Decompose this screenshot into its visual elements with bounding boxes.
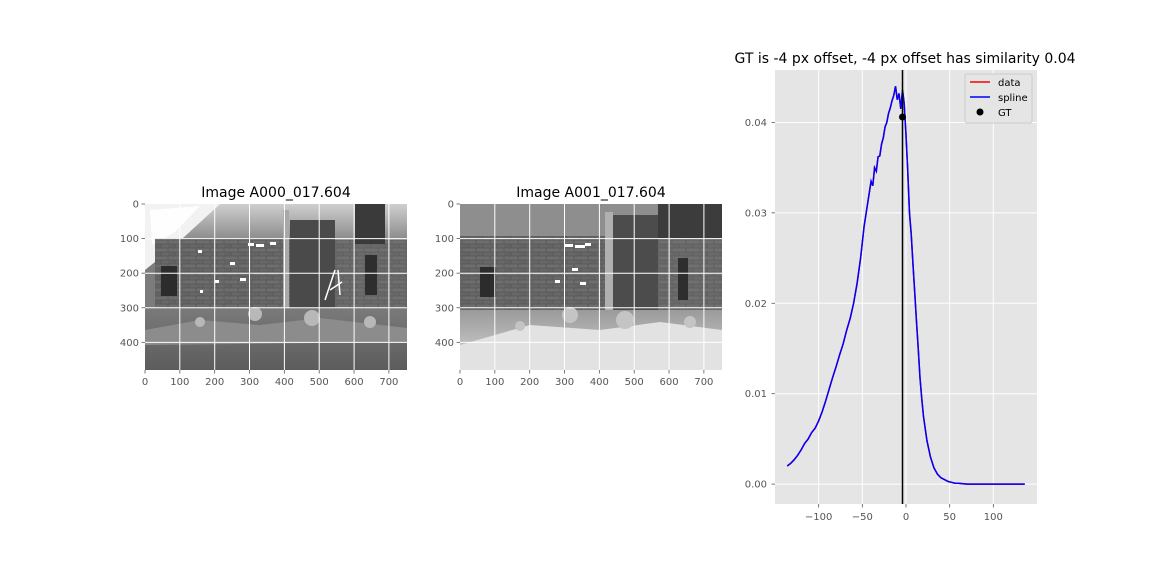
photo-a000 <box>145 204 407 370</box>
panel-title-a001: Image A001_017.604 <box>516 185 666 201</box>
plot-ticks: −100 −50 0 50 100 0.00 0.01 0.02 0.03 0.04 <box>745 118 1003 523</box>
plot-lines <box>786 70 1025 504</box>
axes-a001: 0 100 200 300 400 500 600 700 0 100 200 300 400 <box>435 200 714 389</box>
y-tick-label: 0.02 <box>745 299 767 310</box>
x-tick-label: 400 <box>275 377 294 388</box>
axes-a000: 0 100 200 300 400 500 600 700 0 100 200 300 400 <box>120 200 399 389</box>
image-panel-a001: Image A001_017.604 <box>435 185 722 388</box>
similarity-chart: GT is -4 px offset, -4 px offset has sim… <box>734 51 1075 523</box>
y-tick-label: 0.04 <box>745 118 767 129</box>
photo-grid-a000 <box>145 204 407 370</box>
x-tick-label: 500 <box>625 377 644 388</box>
y-tick-label: 0 <box>448 200 454 211</box>
legend-label-spline: spline <box>998 93 1028 104</box>
x-tick-label: 600 <box>659 377 678 388</box>
legend-swatch-gt <box>976 108 984 116</box>
x-tick-label: −50 <box>852 512 873 523</box>
y-tick-label: 100 <box>435 234 454 245</box>
x-tick-label: 200 <box>520 377 539 388</box>
legend-label-gt: GT <box>998 108 1012 119</box>
y-tick-label: 100 <box>120 234 139 245</box>
photo-grid-a001 <box>460 204 722 370</box>
y-tick-label: 0.03 <box>745 208 767 219</box>
y-tick-label: 400 <box>120 338 139 349</box>
legend-label-data: data <box>998 78 1021 89</box>
x-tick-label: 400 <box>590 377 609 388</box>
series-line-spline <box>786 86 1025 485</box>
x-tick-label: 0 <box>457 377 463 388</box>
y-tick-label: 300 <box>435 303 454 314</box>
x-tick-label: 500 <box>310 377 329 388</box>
photo-a001 <box>460 204 722 370</box>
x-tick-label: −100 <box>805 512 832 523</box>
x-tick-label: 700 <box>694 377 713 388</box>
image-panel-a000: Image A000_017.604 <box>120 185 407 388</box>
y-tick-label: 0 <box>133 200 139 211</box>
chart-title: GT is -4 px offset, -4 px offset has sim… <box>734 51 1075 67</box>
x-tick-label: 0 <box>903 512 909 523</box>
x-tick-label: 0 <box>142 377 148 388</box>
y-tick-label: 400 <box>435 338 454 349</box>
x-tick-label: 300 <box>240 377 259 388</box>
x-tick-label: 700 <box>379 377 398 388</box>
x-tick-label: 300 <box>555 377 574 388</box>
x-tick-label: 50 <box>943 512 956 523</box>
y-tick-label: 0.00 <box>745 480 767 491</box>
x-tick-label: 600 <box>344 377 363 388</box>
x-tick-label: 100 <box>485 377 504 388</box>
x-tick-label: 200 <box>205 377 224 388</box>
y-tick-label: 200 <box>120 269 139 280</box>
y-tick-label: 300 <box>120 303 139 314</box>
x-tick-label: 100 <box>170 377 189 388</box>
x-tick-label: 100 <box>984 512 1003 523</box>
legend: data spline GT <box>964 73 1033 124</box>
y-tick-label: 0.01 <box>745 389 767 400</box>
panel-title-a000: Image A000_017.604 <box>201 185 351 201</box>
y-tick-label: 200 <box>435 269 454 280</box>
